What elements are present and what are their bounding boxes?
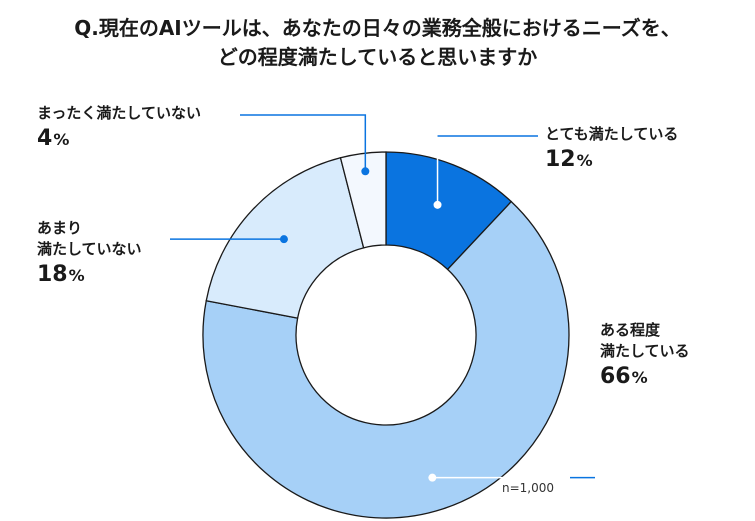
label-value: 4% — [37, 126, 70, 151]
label-text: ある程度 — [600, 321, 661, 339]
leader-dot-somewhat-satisfied — [428, 473, 437, 482]
label-text: 満たしている — [600, 342, 690, 360]
leader-line-not-at-all-satisfied — [240, 114, 367, 172]
title-line-2: どの程度満たしていると思いますか — [217, 45, 538, 69]
leader-dot-not-at-all-satisfied — [361, 167, 370, 176]
leader-dot-not-very-satisfied — [279, 235, 288, 244]
label-text: とても満たしている — [545, 125, 679, 143]
label-value: 18% — [37, 262, 85, 287]
label-not-very-satisfied: あまり 満たしていない 18% — [37, 218, 142, 291]
label-text: まったく満たしていない — [37, 104, 201, 122]
label-somewhat-satisfied: ある程度 満たしている 66% — [600, 320, 690, 393]
title-line-1: Q.現在のAIツールは、あなたの日々の業務全般におけるニーズを、 — [74, 16, 681, 40]
sample-size-note: n=1,000 — [502, 481, 555, 495]
label-text: 満たしていない — [37, 240, 142, 258]
label-text: あまり — [37, 219, 83, 237]
label-value: 12% — [545, 147, 593, 172]
slice-not-at-all-satisfied — [339, 151, 387, 249]
leader-dot-very-satisfied — [433, 200, 442, 209]
label-value: 66% — [600, 364, 648, 389]
chart-title: Q.現在のAIツールは、あなたの日々の業務全般におけるニーズを、 どの程度満たし… — [0, 14, 755, 72]
label-very-satisfied: とても満たしている 12% — [545, 124, 678, 176]
slice-somewhat-satisfied — [202, 200, 570, 519]
label-not-at-all-satisfied: まったく満たしていない 4% — [37, 103, 201, 155]
